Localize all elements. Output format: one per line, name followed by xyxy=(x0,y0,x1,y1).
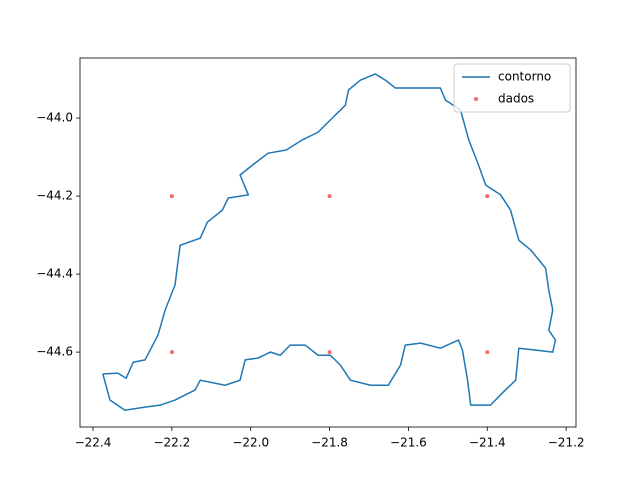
contour-line xyxy=(102,73,557,411)
legend-swatch xyxy=(474,97,478,101)
x-tick-label: −21.4 xyxy=(469,436,506,450)
data-point xyxy=(169,194,174,199)
x-tick-label: −21.6 xyxy=(390,436,427,450)
data-point xyxy=(327,350,332,355)
x-tick-label: −22.0 xyxy=(232,436,269,450)
legend-label: contorno xyxy=(498,70,551,84)
legend-label: dados xyxy=(498,92,534,106)
y-tick-label: −44.4 xyxy=(36,267,73,281)
x-tick-label: −22.2 xyxy=(153,436,190,450)
data-point xyxy=(327,194,332,199)
data-point xyxy=(485,194,490,199)
x-tick-label: −22.4 xyxy=(75,436,112,450)
x-tick-label: −21.8 xyxy=(311,436,348,450)
y-tick-label: −44.6 xyxy=(36,345,73,359)
data-point xyxy=(169,350,174,355)
x-tick-label: −21.2 xyxy=(548,436,585,450)
y-tick-label: −44.0 xyxy=(36,111,73,125)
data-point xyxy=(485,350,490,355)
plot-frame xyxy=(79,57,577,428)
y-tick-label: −44.2 xyxy=(36,189,73,203)
legend-box xyxy=(453,63,571,113)
